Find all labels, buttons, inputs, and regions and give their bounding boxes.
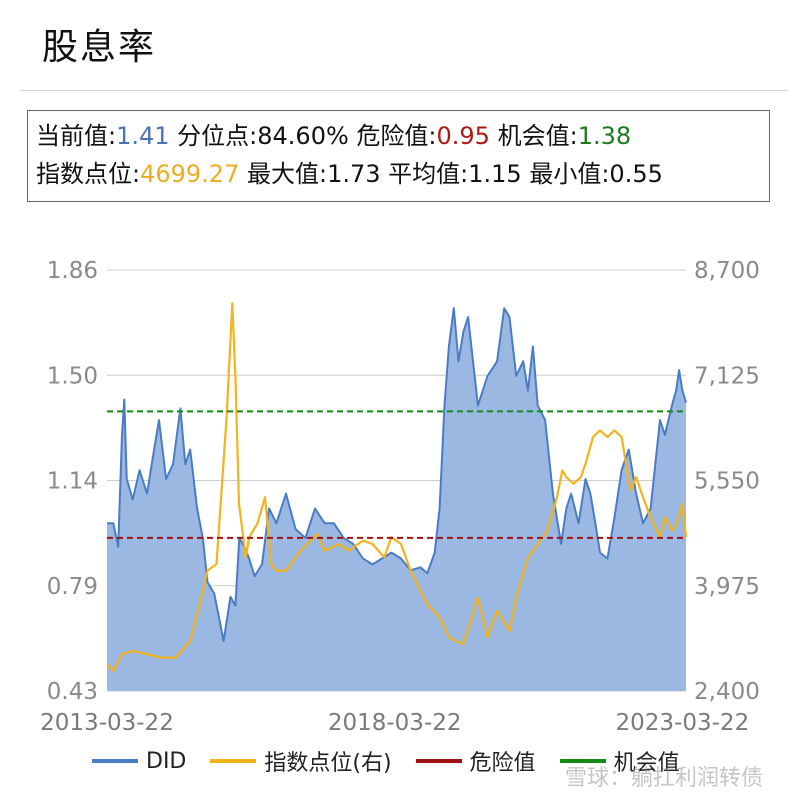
page-title: 股息率 [42,27,157,68]
chart-legend: DID 指数点位(右) 危险值 机会值 [92,746,704,776]
min-value: 0.55 [609,160,663,188]
x-tick-label: 2018-03-22 [328,710,462,736]
opportunity-label: 机会值: [497,122,578,150]
legend-item-danger: 危险值 [415,745,536,777]
y-right-tick-label: 7,125 [694,363,760,389]
legend-label-opportunity: 机会值 [613,751,680,776]
max-value: 1.73 [327,160,381,188]
x-tick-label: 2013-03-22 [40,710,174,736]
y-left-tick-label: 1.86 [47,258,98,284]
stats-panel: 当前值:1.41 分位点:84.60% 危险值:0.95 机会值:1.38 指数… [27,110,770,202]
legend-label-index: 指数点位(右) [264,751,392,776]
index-swatch [210,759,257,763]
danger-value: 0.95 [436,122,490,150]
y-left-tick-label: 1.14 [47,469,98,495]
min-label: 最小值: [529,160,610,188]
watermark: 雪球：躺扛利润转债 [565,766,764,791]
y-left-tick-label: 0.79 [47,574,98,600]
mean-label: 平均值: [388,160,469,188]
y-right-tick-label: 8,700 [694,258,760,284]
y-right-tick-label: 3,975 [694,574,760,600]
y-right-tick-label: 5,550 [694,469,760,495]
danger-label: 危险值: [356,122,437,150]
y-left-tick-label: 0.43 [47,679,98,705]
opportunity-swatch [559,759,606,763]
y-left-tick-label: 1.50 [47,363,98,389]
percentile-label: 分位点: [177,122,258,150]
index-label: 指数点位: [36,160,141,188]
mean-value: 1.15 [468,160,522,188]
index-value: 4699.27 [140,160,240,188]
legend-item-index: 指数点位(右) [210,745,392,777]
danger-swatch [415,759,462,763]
did-area [107,308,686,691]
opportunity-value: 1.38 [577,122,632,150]
legend-label-did: DID [146,748,187,774]
legend-item-opportunity: 机会值 [559,745,680,777]
x-tick-label: 2023-03-22 [616,710,750,736]
legend-item-did: DID [92,749,186,774]
title-divider [20,90,788,91]
index-line [106,302,688,673]
percentile-value: 84.60% [257,122,349,150]
stats-row-2: 指数点位:4699.27 最大值:1.73 平均值:1.15 最小值:0.55 [36,155,761,193]
y-right-tick-label: 2,400 [694,679,760,705]
current-label: 当前值: [36,122,117,150]
max-label: 最大值: [246,160,328,188]
did-swatch [92,759,138,763]
current-value: 1.41 [116,122,170,150]
legend-label-danger: 危险值 [469,751,536,776]
stats-row-1: 当前值:1.41 分位点:84.60% 危险值:0.95 机会值:1.38 [36,117,761,155]
